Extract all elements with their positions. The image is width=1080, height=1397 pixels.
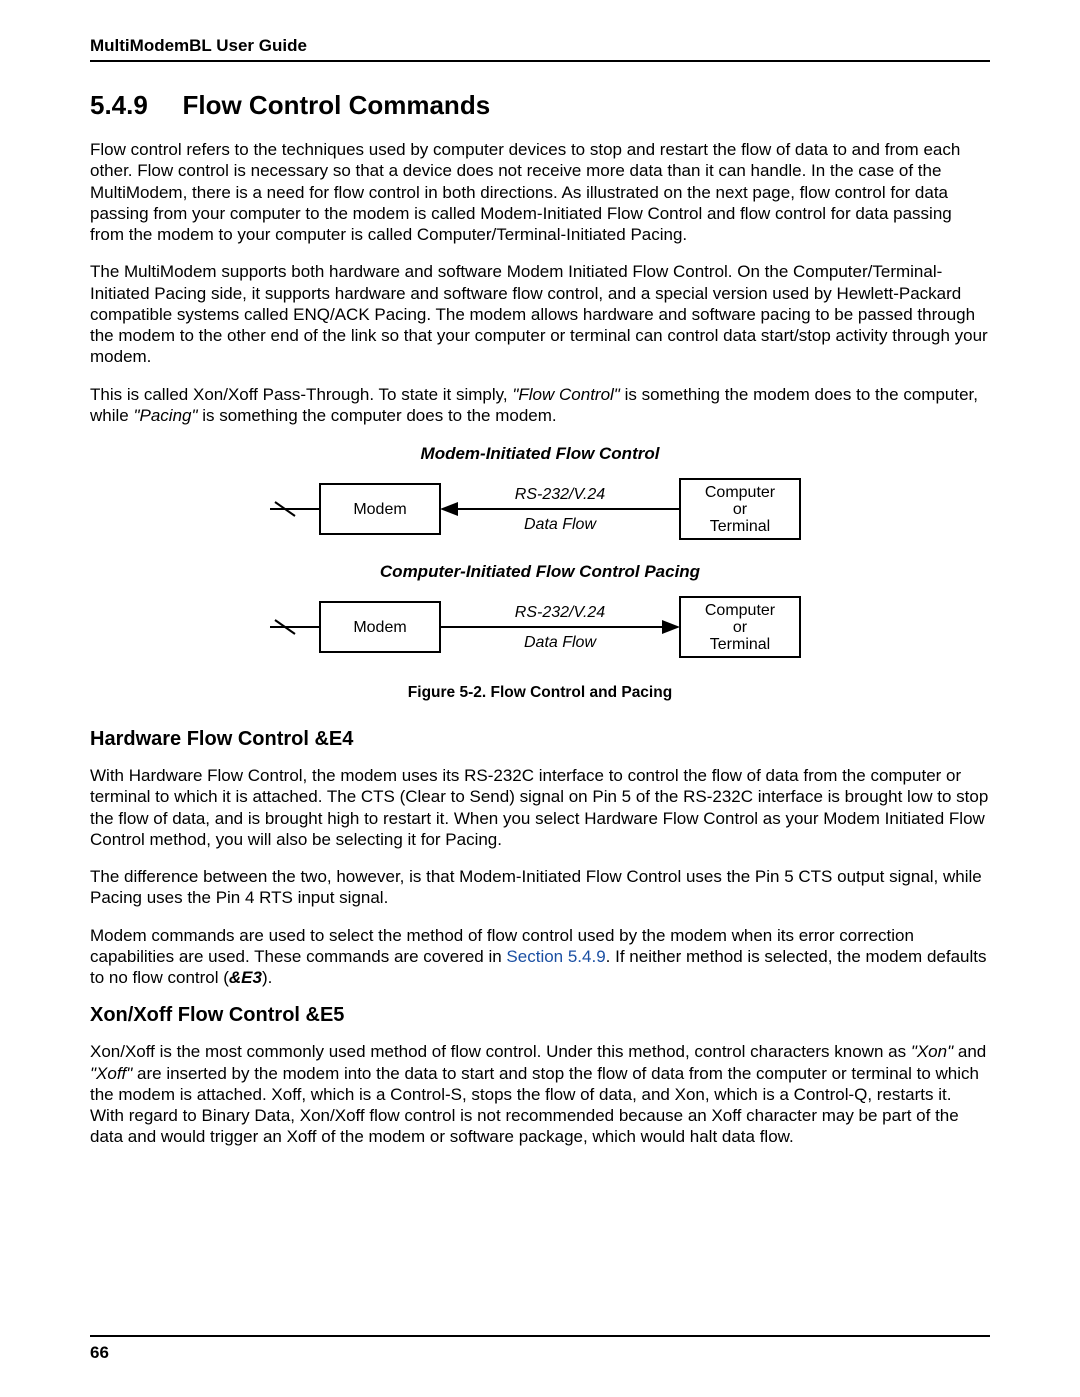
running-head: MultiModemBL User Guide: [90, 36, 990, 56]
comp-l1b: Computer: [705, 602, 776, 619]
sub2-title: Xon/Xoff Flow Control &E5: [90, 1004, 990, 1027]
para-3e: is something the computer does to the mo…: [198, 406, 557, 425]
sub1-p3c: ).: [262, 968, 272, 987]
section-number: 5.4.9: [90, 90, 148, 121]
para-3b: "Flow Control": [512, 385, 620, 404]
diagram-1-title: Modem-Initiated Flow Control: [90, 444, 990, 464]
footer: 66: [90, 1335, 990, 1363]
para-2: The MultiModem supports both hardware an…: [90, 261, 990, 367]
sub1-p2: The difference between the two, however,…: [90, 866, 990, 909]
para-1: Flow control refers to the techniques us…: [90, 139, 990, 245]
diagram-2-title: Computer-Initiated Flow Control Pacing: [90, 562, 990, 582]
para-3d: "Pacing": [133, 406, 197, 425]
sub2-p1a: Xon/Xoff is the most commonly used metho…: [90, 1042, 911, 1061]
diagram-2-svg: Modem RS-232/V.24 Data Flow Computer or …: [260, 592, 820, 662]
diagram-2: Computer-Initiated Flow Control Pacing M…: [90, 562, 990, 662]
comp-l2b: or: [733, 619, 748, 636]
diagram-1: Modem-Initiated Flow Control Modem RS-23…: [90, 444, 990, 544]
sub1-p3: Modem commands are used to select the me…: [90, 925, 990, 989]
para-3a: This is called Xon/Xoff Pass-Through. To…: [90, 385, 512, 404]
modem-label-1: Modem: [353, 501, 406, 518]
sub2-p1: Xon/Xoff is the most commonly used metho…: [90, 1041, 990, 1147]
page-number: 66: [90, 1343, 990, 1363]
sub1-p3bold: &E3: [229, 968, 262, 987]
sub2-p1e: are inserted by the modem into the data …: [90, 1064, 979, 1147]
section-heading: 5.4.9 Flow Control Commands: [90, 90, 990, 121]
modem-label-2: Modem: [353, 619, 406, 636]
footer-rule: [90, 1335, 990, 1337]
rs-label-1: RS-232/V.24: [515, 486, 606, 503]
sub2-p1d: "Xoff": [90, 1064, 132, 1083]
rs-label-2: RS-232/V.24: [515, 604, 606, 621]
header-rule: [90, 60, 990, 62]
section-title: Flow Control Commands: [183, 90, 491, 121]
dataflow-label-2: Data Flow: [524, 634, 597, 651]
diagram-1-svg: Modem RS-232/V.24 Data Flow Computer or …: [260, 474, 820, 544]
comp-l3b: Terminal: [710, 636, 770, 653]
sub2-p1c: and: [953, 1042, 986, 1061]
para-3: This is called Xon/Xoff Pass-Through. To…: [90, 384, 990, 427]
comp-l1a: Computer: [705, 484, 776, 501]
page: MultiModemBL User Guide 5.4.9 Flow Contr…: [0, 0, 1080, 1397]
figure-caption: Figure 5-2. Flow Control and Pacing: [90, 684, 990, 702]
dataflow-label-1: Data Flow: [524, 516, 597, 533]
sub1-title: Hardware Flow Control &E4: [90, 728, 990, 751]
sub1-p1: With Hardware Flow Control, the modem us…: [90, 765, 990, 850]
sub2-p1b: "Xon": [911, 1042, 953, 1061]
comp-l3a: Terminal: [710, 518, 770, 535]
comp-l2a: or: [733, 501, 748, 518]
section-link[interactable]: Section 5.4.9: [506, 947, 605, 966]
